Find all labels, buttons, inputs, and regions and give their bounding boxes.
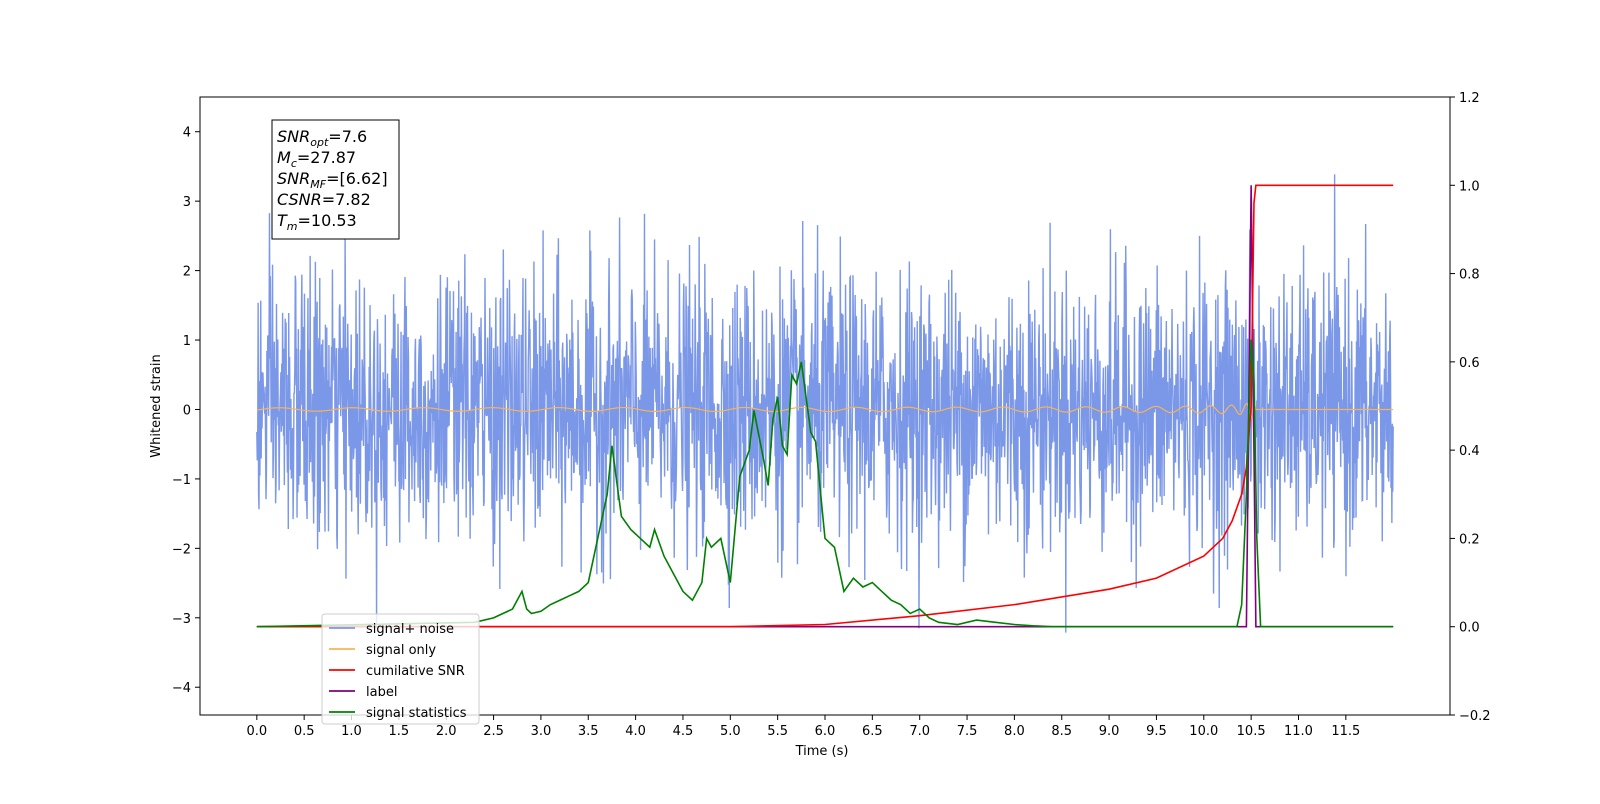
y-right-tick-label: 0.0 xyxy=(1459,621,1480,636)
series-layer xyxy=(256,174,1394,633)
annotation-line: Mc=27.87 xyxy=(277,148,356,170)
y-axis-right: −0.2 0.0 0.2 0.4 0.6 0.8 1.0 1.2 xyxy=(1450,91,1491,724)
x-tick-label: 10.0 xyxy=(1189,724,1218,739)
legend-entry: label xyxy=(366,685,397,700)
series-signal-only-line xyxy=(256,400,1394,418)
legend-entry: signal statistics xyxy=(366,706,467,721)
legend-entry: signal only xyxy=(366,643,436,658)
x-tick-label: 9.0 xyxy=(1099,724,1120,739)
y-axis-left: −4 −3 −2 −1 0 1 2 3 4 xyxy=(172,126,200,696)
series-signal-statistics-line xyxy=(256,339,1394,628)
y-left-tick-label: −4 xyxy=(172,681,191,696)
y-left-tick-label: 0 xyxy=(183,403,191,418)
x-axis: 0.0 0.5 1.0 1.5 2.0 2.5 3.0 3.5 4.0 4.5 5.0 5.5 6.0 6… xyxy=(246,715,1360,739)
legend-frame xyxy=(321,613,480,725)
y-left-tick-label: −1 xyxy=(172,473,191,488)
x-tick-label: 3.5 xyxy=(578,724,599,739)
x-tick-label: 7.5 xyxy=(957,724,978,739)
y-right-tick-label: −0.2 xyxy=(1459,709,1491,724)
y-right-tick-label: 1.0 xyxy=(1459,179,1480,194)
x-tick-label: 6.0 xyxy=(815,724,836,739)
annotation-line: CSNR=7.82 xyxy=(277,190,371,209)
x-tick-label: 11.5 xyxy=(1331,724,1360,739)
x-tick-label: 4.0 xyxy=(625,724,646,739)
annotation-line: Tm=10.53 xyxy=(277,211,357,233)
x-tick-label: 9.5 xyxy=(1146,724,1167,739)
legend: signal+ noise signal only cumilative SNR la… xyxy=(321,613,480,725)
y-left-tick-label: −2 xyxy=(172,542,191,557)
x-axis-title: Time (s) xyxy=(795,744,849,759)
annotation-frame xyxy=(271,119,400,240)
annotation-line: SNRopt=7.6 xyxy=(277,127,367,149)
y-right-tick-label: 0.8 xyxy=(1459,268,1480,283)
y-right-tick-label: 1.2 xyxy=(1459,91,1480,106)
legend-entry: cumilative SNR xyxy=(366,664,465,679)
y-left-tick-label: 4 xyxy=(183,126,191,141)
series-cumilative-snr-line xyxy=(256,184,1394,628)
y-right-tick-label: 0.4 xyxy=(1459,444,1480,459)
y-right-tick-label: 0.2 xyxy=(1459,532,1480,547)
annotation-line: SNRMF=[6.62] xyxy=(277,169,388,191)
series-signal-noise-line xyxy=(256,174,1394,633)
x-tick-label: 2.5 xyxy=(483,724,504,739)
x-tick-label: 0.0 xyxy=(246,724,267,739)
x-tick-label: 8.5 xyxy=(1051,724,1072,739)
x-tick-label: 4.5 xyxy=(673,724,694,739)
x-tick-label: 0.5 xyxy=(294,724,315,739)
x-tick-label: 1.5 xyxy=(389,724,410,739)
y-axis-title: Whitened strain xyxy=(149,354,164,457)
legend-entry: signal+ noise xyxy=(366,622,454,637)
x-tick-label: 6.5 xyxy=(862,724,883,739)
y-left-tick-label: 2 xyxy=(183,265,191,280)
x-tick-label: 5.0 xyxy=(720,724,741,739)
x-tick-label: 5.5 xyxy=(767,724,788,739)
y-left-tick-label: −3 xyxy=(172,612,191,627)
y-left-tick-label: 1 xyxy=(183,334,191,349)
y-right-tick-label: 0.6 xyxy=(1459,356,1480,371)
x-tick-label: 1.0 xyxy=(341,724,362,739)
x-tick-label: 11.0 xyxy=(1284,724,1313,739)
x-tick-label: 8.0 xyxy=(1004,724,1025,739)
x-tick-label: 3.0 xyxy=(531,724,552,739)
x-tick-label: 2.0 xyxy=(436,724,457,739)
x-tick-label: 7.0 xyxy=(909,724,930,739)
y-left-tick-label: 3 xyxy=(183,195,191,210)
x-tick-label: 10.5 xyxy=(1237,724,1266,739)
